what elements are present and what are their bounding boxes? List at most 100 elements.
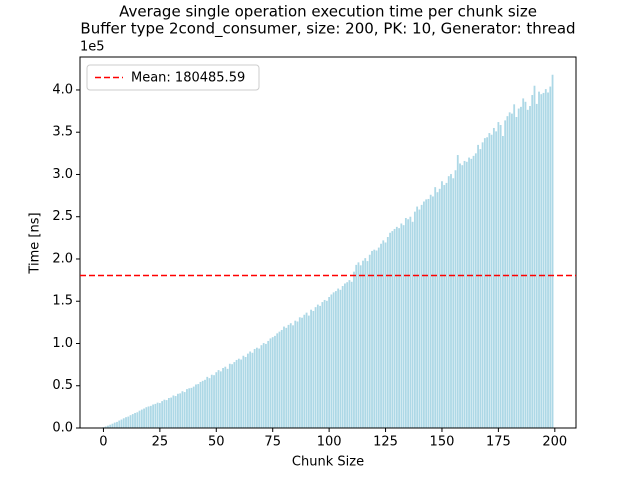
bar bbox=[260, 345, 263, 428]
bar bbox=[501, 136, 504, 428]
bar bbox=[228, 363, 231, 428]
bar bbox=[170, 397, 173, 428]
bar bbox=[522, 98, 525, 428]
bar bbox=[303, 314, 306, 428]
bar bbox=[504, 120, 507, 428]
bar bbox=[441, 181, 443, 428]
bar bbox=[538, 91, 540, 428]
bar bbox=[404, 217, 407, 428]
bar bbox=[515, 117, 518, 428]
bar bbox=[208, 378, 211, 428]
bar bbox=[251, 352, 254, 428]
bar bbox=[319, 305, 322, 428]
x-tick-label: 100 bbox=[317, 435, 342, 450]
bar bbox=[468, 157, 470, 428]
bar bbox=[353, 271, 355, 428]
bar bbox=[488, 133, 491, 429]
bar bbox=[436, 192, 439, 428]
bar bbox=[258, 348, 261, 428]
bar bbox=[224, 366, 227, 428]
bar bbox=[517, 108, 520, 428]
chart-title: Average single operation execution time … bbox=[119, 3, 537, 21]
bar bbox=[104, 426, 107, 428]
y-tick-label: 0.0 bbox=[52, 421, 73, 436]
bar bbox=[246, 353, 249, 428]
bar bbox=[520, 106, 522, 428]
bar bbox=[231, 364, 233, 428]
bar bbox=[506, 116, 509, 429]
bar bbox=[167, 397, 170, 428]
bar bbox=[418, 209, 421, 428]
bar bbox=[529, 106, 531, 429]
bar bbox=[470, 158, 473, 429]
bar bbox=[287, 324, 290, 428]
bar bbox=[233, 362, 236, 428]
bar bbox=[407, 219, 410, 428]
x-axis-label: Chunk Size bbox=[292, 455, 364, 470]
bar bbox=[495, 131, 498, 428]
bar bbox=[346, 282, 349, 428]
bar bbox=[337, 288, 340, 428]
bar bbox=[427, 198, 430, 428]
y-axis-label: Time [ns] bbox=[28, 212, 43, 274]
legend-box bbox=[86, 64, 260, 91]
x-tick-label: 150 bbox=[430, 435, 455, 450]
bar bbox=[285, 327, 288, 428]
bar bbox=[219, 371, 222, 428]
bar bbox=[256, 347, 258, 428]
bar bbox=[393, 228, 396, 428]
bar bbox=[499, 125, 502, 428]
bar bbox=[181, 391, 184, 428]
bar bbox=[107, 425, 109, 428]
y-tick-label: 3.0 bbox=[52, 167, 73, 182]
x-tick-label: 75 bbox=[264, 435, 281, 450]
x-tick-label: 200 bbox=[542, 435, 567, 450]
bar bbox=[481, 142, 484, 428]
bar bbox=[242, 355, 245, 428]
bar bbox=[377, 247, 380, 428]
y-tick-label: 2.0 bbox=[52, 251, 73, 266]
y-tick-label: 3.5 bbox=[52, 125, 73, 140]
bar bbox=[434, 187, 437, 428]
bar bbox=[195, 384, 197, 428]
bar bbox=[483, 138, 486, 429]
bar bbox=[111, 423, 114, 428]
bar bbox=[380, 243, 382, 428]
bar bbox=[492, 127, 495, 428]
bar bbox=[136, 412, 139, 428]
bar bbox=[217, 370, 220, 428]
bar bbox=[549, 86, 552, 429]
bar bbox=[222, 367, 224, 428]
bar bbox=[278, 331, 281, 428]
bar bbox=[199, 381, 202, 428]
bar bbox=[456, 155, 459, 428]
bar bbox=[186, 389, 188, 428]
bar bbox=[305, 312, 308, 428]
x-tick-label: 50 bbox=[208, 435, 225, 450]
y-tick-label: 0.5 bbox=[52, 378, 73, 393]
bar bbox=[143, 408, 145, 428]
bar bbox=[368, 254, 371, 428]
bar bbox=[312, 310, 315, 428]
bar bbox=[395, 226, 398, 428]
bar bbox=[235, 359, 238, 428]
bar bbox=[423, 201, 425, 428]
bar bbox=[190, 387, 193, 428]
bar bbox=[253, 348, 256, 428]
bar bbox=[531, 95, 534, 429]
bar bbox=[447, 176, 450, 428]
bar bbox=[165, 400, 168, 428]
bar bbox=[226, 368, 229, 428]
bar bbox=[188, 388, 191, 428]
bar bbox=[490, 134, 493, 428]
bar bbox=[364, 258, 367, 428]
bar bbox=[163, 399, 166, 428]
bar bbox=[420, 204, 423, 428]
bar bbox=[244, 357, 247, 428]
bar bbox=[413, 211, 416, 428]
bar bbox=[298, 317, 301, 428]
bar bbox=[294, 320, 297, 428]
bar bbox=[215, 372, 218, 428]
bar bbox=[443, 185, 446, 428]
